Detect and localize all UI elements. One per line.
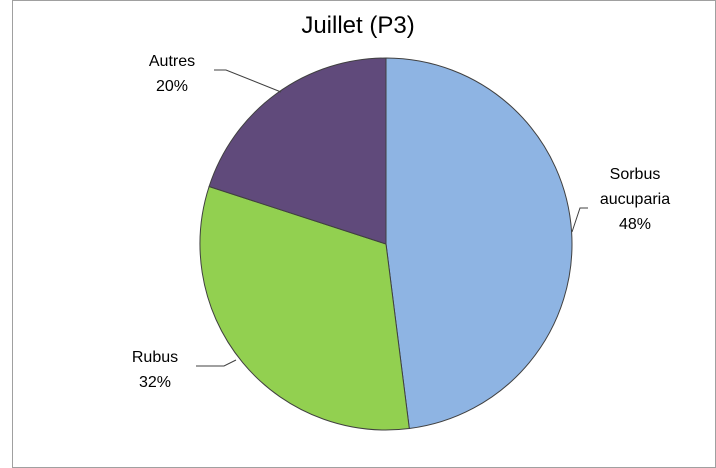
pie-slice	[385, 57, 573, 430]
category-label: Sorbus aucuparia	[599, 166, 671, 208]
data-label: Rubus 32%	[105, 345, 205, 395]
chart-title: Juillet (P3)	[301, 12, 415, 39]
pie-slice	[208, 57, 387, 245]
data-label: Autres 20%	[122, 49, 222, 99]
value-label: 48%	[618, 216, 652, 233]
value-label: 20%	[155, 78, 189, 95]
leader-line	[196, 359, 237, 367]
category-label: Autres	[148, 53, 196, 70]
data-label: Sorbus aucuparia 48%	[585, 162, 685, 237]
leader-line	[571, 207, 588, 233]
value-label: 32%	[138, 374, 172, 391]
leader-line	[214, 69, 282, 93]
category-label: Rubus	[131, 349, 179, 366]
pie-slice	[199, 185, 410, 431]
